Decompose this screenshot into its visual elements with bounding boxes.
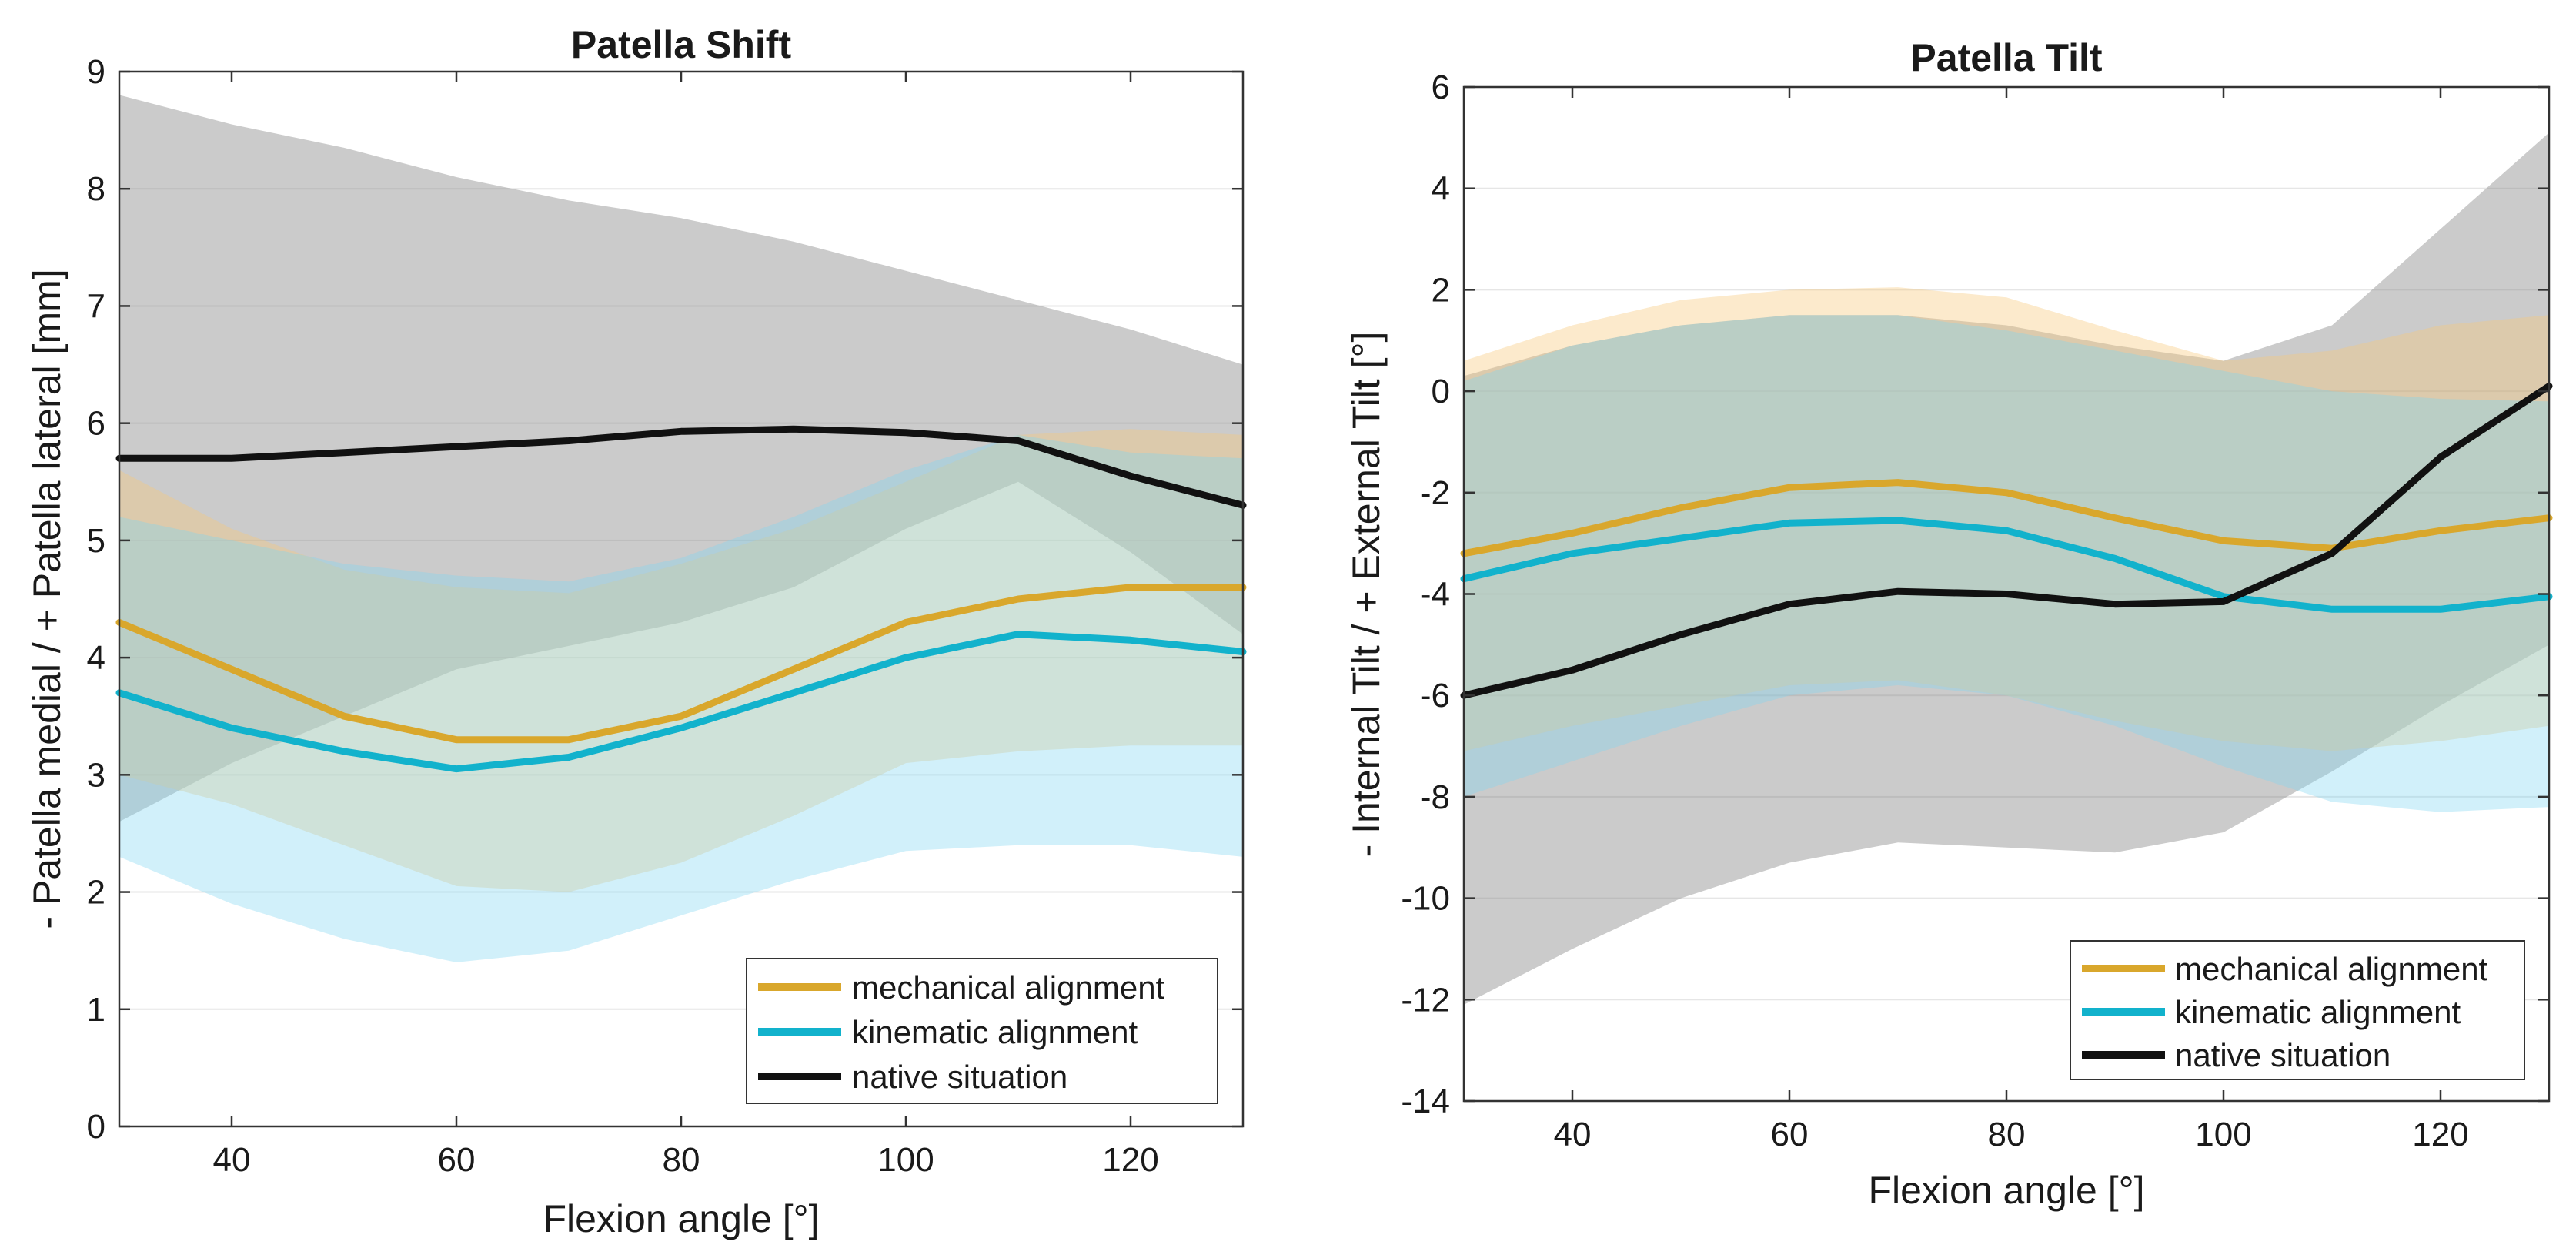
confidence-bands <box>1464 132 2549 1005</box>
y-tick-label: 2 <box>87 874 105 912</box>
line-mechanical <box>1460 479 2553 557</box>
tick-labels: 40 60 80 100 120 0 1 2 3 4 5 6 7 8 9 <box>87 53 1159 1179</box>
line-kinematic <box>115 631 1247 773</box>
patella-shift-panel: 40 60 80 100 120 0 1 2 3 4 5 6 7 8 9 Patella Shift Fle… <box>25 23 1247 1240</box>
series-lines <box>115 425 1247 773</box>
y-tick-label: 9 <box>87 53 105 91</box>
y-tick-label: 0 <box>1432 373 1450 410</box>
tick-marks <box>1464 85 2549 1103</box>
x-tick-label: 40 <box>213 1141 251 1179</box>
x-tick-label: 120 <box>2412 1116 2468 1153</box>
x-tick-label: 80 <box>663 1141 700 1179</box>
y-axis-label: - Internal Tilt / + External Tilt [°] <box>1345 332 1388 858</box>
x-tick-label: 120 <box>1102 1141 1158 1179</box>
chart-title: Patella Shift <box>571 23 792 66</box>
y-tick-label: 8 <box>87 170 105 208</box>
y-tick-label: 4 <box>1432 170 1450 208</box>
line-native <box>115 425 1247 509</box>
y-tick-label: -10 <box>1401 880 1450 918</box>
y-tick-label: 2 <box>1432 271 1450 309</box>
line-native <box>1460 383 2553 699</box>
x-axis-label: Flexion angle [°] <box>543 1197 819 1240</box>
band-native <box>1464 132 2549 1005</box>
y-tick-label: -14 <box>1401 1083 1450 1120</box>
y-tick-label: 1 <box>87 991 105 1029</box>
y-axis-label: - Patella medial / + Patella lateral [mm… <box>25 269 68 929</box>
x-tick-label: 40 <box>1554 1116 1592 1153</box>
band-kinematic <box>1464 315 2549 812</box>
x-tick-label: 100 <box>877 1141 934 1179</box>
line-kinematic <box>1460 517 2553 613</box>
legend-label-mechanical: mechanical alignment <box>852 969 1165 1006</box>
series-lines <box>1460 383 2553 699</box>
band-kinematic <box>119 434 1243 962</box>
x-tick-label: 100 <box>2195 1116 2251 1153</box>
y-tick-label: -6 <box>1420 677 1450 715</box>
plot-area <box>119 72 1243 1126</box>
band-mechanical <box>119 429 1243 892</box>
legend-label-native: native situation <box>2175 1037 2391 1073</box>
y-tick-label: 5 <box>87 522 105 560</box>
tick-marks <box>119 70 1243 1128</box>
y-tick-label: 3 <box>87 756 105 794</box>
patella-tilt-panel: 40 60 80 100 120 -14 -12 -10 -8 -6 -4 -2 0 2 4 6 Patell… <box>1345 36 2553 1212</box>
chart-title: Patella Tilt <box>1910 36 2103 79</box>
legend-label-kinematic: kinematic alignment <box>852 1014 1138 1050</box>
line-mechanical <box>115 584 1247 744</box>
band-mechanical <box>1464 287 2549 751</box>
y-tick-label: 6 <box>1432 69 1450 106</box>
x-axis-label: Flexion angle [°] <box>1868 1169 2144 1212</box>
y-tick-label: -12 <box>1401 981 1450 1019</box>
y-tick-label: -2 <box>1420 474 1450 512</box>
y-tick-label: 6 <box>87 405 105 443</box>
x-tick-label: 60 <box>438 1141 476 1179</box>
y-tick-label: 7 <box>87 287 105 325</box>
x-tick-label: 60 <box>1771 1116 1809 1153</box>
legend-label-mechanical: mechanical alignment <box>2175 951 2488 987</box>
tick-labels: 40 60 80 100 120 -14 -12 -10 -8 -6 -4 -2 0 2 4 6 <box>1401 69 2468 1153</box>
band-native <box>119 95 1243 822</box>
legend: mechanical alignment kinematic alignment… <box>746 958 1218 1104</box>
y-tick-label: 4 <box>87 639 105 677</box>
confidence-bands <box>119 95 1243 962</box>
y-tick-label: 0 <box>87 1108 105 1146</box>
grid <box>119 188 1243 1010</box>
y-tick-label: -8 <box>1420 778 1450 816</box>
legend-label-native: native situation <box>852 1059 1067 1095</box>
x-tick-label: 80 <box>1988 1116 2026 1153</box>
y-tick-label: -4 <box>1420 576 1450 614</box>
legend: mechanical alignment kinematic alignment… <box>2070 940 2525 1080</box>
legend-label-kinematic: kinematic alignment <box>2175 994 2461 1030</box>
